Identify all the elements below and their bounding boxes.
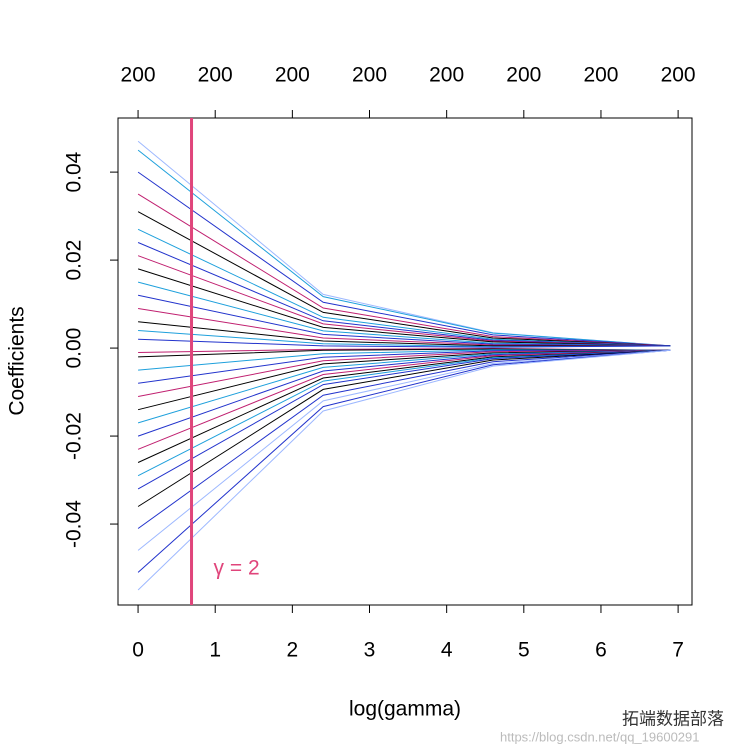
x-tick-label: 2 bbox=[287, 639, 299, 662]
x-tick-label: 7 bbox=[672, 639, 684, 662]
x-tick-label: 3 bbox=[364, 639, 376, 662]
x-tick-label: 4 bbox=[441, 639, 453, 662]
top-tick-label: 200 bbox=[352, 64, 387, 87]
series-line bbox=[138, 338, 671, 348]
top-tick-label: 200 bbox=[506, 64, 541, 87]
x-tick-label: 6 bbox=[595, 639, 607, 662]
series-line bbox=[137, 349, 671, 551]
y-axis-label: Coefficients bbox=[6, 306, 29, 415]
series-line bbox=[137, 349, 671, 507]
top-tick-label: 200 bbox=[121, 64, 156, 87]
series-line bbox=[138, 349, 671, 397]
watermark-brand: 拓端数据部落 bbox=[622, 709, 724, 728]
y-tick-label: -0.02 bbox=[63, 412, 86, 460]
y-tick-label: 0.00 bbox=[63, 328, 86, 369]
series-line bbox=[137, 211, 671, 347]
series-line bbox=[137, 349, 671, 573]
top-tick-label: 200 bbox=[583, 64, 618, 87]
series-lines bbox=[137, 140, 671, 591]
series-line bbox=[137, 193, 671, 347]
top-tick-label: 200 bbox=[429, 64, 464, 87]
series-line bbox=[137, 349, 671, 529]
series-line bbox=[137, 171, 671, 347]
x-tick-label: 1 bbox=[209, 639, 221, 662]
x-tick-label: 5 bbox=[518, 639, 530, 662]
series-line bbox=[137, 228, 671, 347]
watermark-url: https://blog.csdn.net/qq_19600291 bbox=[500, 729, 700, 744]
plot-box bbox=[117, 117, 693, 606]
series-line bbox=[137, 349, 671, 411]
series-line bbox=[137, 349, 671, 490]
top-tick-label: 200 bbox=[198, 64, 233, 87]
series-line bbox=[137, 149, 671, 347]
x-axis-label: log(gamma) bbox=[349, 698, 461, 721]
series-line bbox=[137, 349, 671, 450]
x-tick-label: 0 bbox=[132, 639, 144, 662]
y-tick-label: -0.04 bbox=[63, 500, 86, 548]
top-tick-label: 200 bbox=[661, 64, 696, 87]
reference-label: γ = 2 bbox=[214, 557, 260, 580]
y-tick-label: 0.02 bbox=[63, 240, 86, 281]
series-line bbox=[137, 349, 671, 463]
series-line bbox=[137, 349, 671, 477]
series-line bbox=[137, 255, 671, 347]
y-tick-label: 0.04 bbox=[63, 151, 86, 192]
series-line bbox=[137, 349, 671, 591]
top-tick-label: 200 bbox=[275, 64, 310, 87]
series-line bbox=[137, 268, 671, 347]
